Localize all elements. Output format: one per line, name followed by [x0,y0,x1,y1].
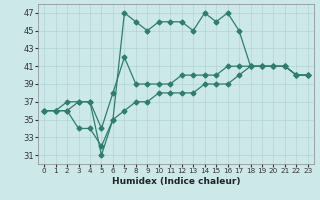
X-axis label: Humidex (Indice chaleur): Humidex (Indice chaleur) [112,177,240,186]
